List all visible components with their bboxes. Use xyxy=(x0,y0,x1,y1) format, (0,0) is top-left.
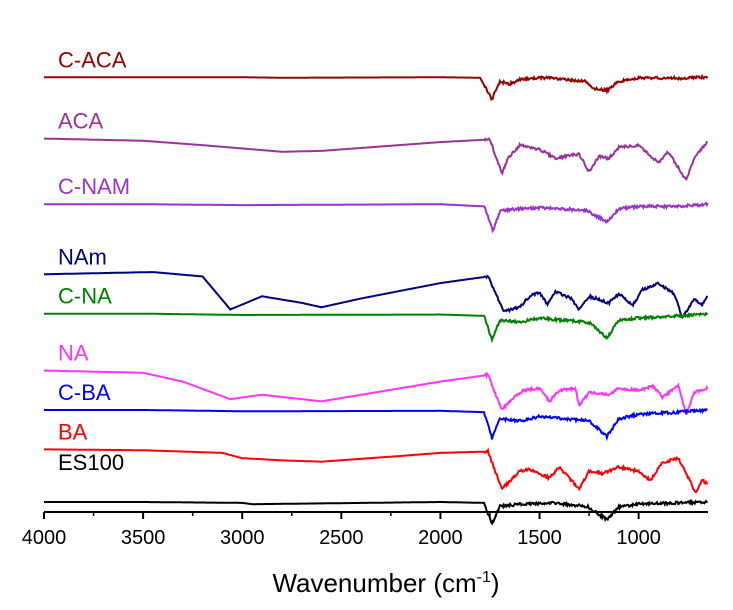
x-tick-label-3000: 3000 xyxy=(220,527,265,549)
series-line-c-nam xyxy=(44,201,709,234)
series-label-c-aca: C-ACA xyxy=(58,47,127,72)
series-label-c-na: C-NA xyxy=(58,284,112,309)
series-line-aca xyxy=(44,137,709,182)
series-line-c-ba xyxy=(44,407,708,442)
series-line-c-na xyxy=(44,311,709,344)
series-line-nam xyxy=(43,271,709,320)
x-axis-title: Wavenumber (cm-1) xyxy=(272,568,499,598)
series-label-c-nam: C-NAM xyxy=(58,174,130,199)
series-label-nam: NAm xyxy=(58,244,107,269)
series-label-es100: ES100 xyxy=(58,450,124,475)
x-tick-label-1000: 1000 xyxy=(616,527,661,549)
series-line-na xyxy=(44,369,709,416)
x-tick-label-3500: 3500 xyxy=(121,527,166,549)
x-tick-label-2000: 2000 xyxy=(418,527,463,549)
x-tick-label-4000: 4000 xyxy=(22,527,67,549)
series-layer xyxy=(43,73,709,526)
series-label-c-ba: C-BA xyxy=(58,380,111,405)
series-label-aca: ACA xyxy=(58,109,104,134)
series-label-layer: C-ACA ACA C-NAM NAm C-NA NA C-BA BA ES100 xyxy=(58,47,130,475)
x-axis: 4000 3500 3000 2500 2000 1500 1000 xyxy=(22,511,708,549)
x-tick-label-1500: 1500 xyxy=(517,527,562,549)
series-label-na: NA xyxy=(58,341,89,366)
series-line-es100 xyxy=(44,498,708,526)
series-label-ba: BA xyxy=(58,419,88,444)
x-tick-label-2500: 2500 xyxy=(319,527,364,549)
series-line-c-aca xyxy=(44,73,709,102)
series-line-ba xyxy=(44,447,709,494)
